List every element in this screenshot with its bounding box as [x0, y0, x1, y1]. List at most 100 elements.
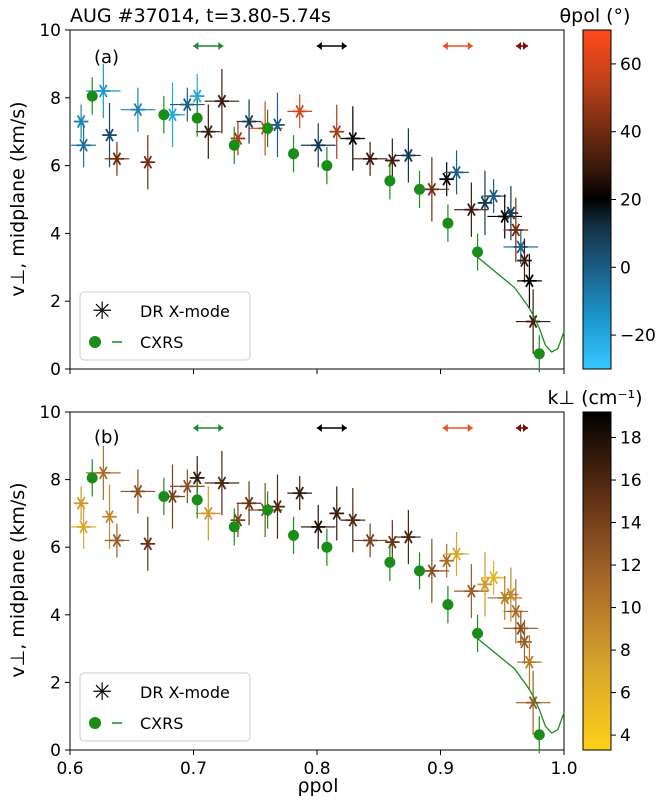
dr-xmode-point-stroke [244, 496, 254, 510]
dr-xmode-point [109, 533, 124, 547]
dr-xmode-point-stroke [516, 240, 526, 254]
dr-xmode-point [201, 125, 216, 139]
dr-xmode-point-stroke [192, 89, 202, 103]
dr-xmode-point-stroke [427, 182, 437, 196]
cxrs-point [321, 541, 333, 553]
range-arrow-head-right [467, 424, 473, 432]
dr-xmode-point [513, 240, 528, 254]
cxrs-point [191, 494, 203, 506]
dr-xmode-point [522, 274, 537, 288]
dr-xmode-point-stroke [168, 489, 177, 504]
dr-xmode-point-stroke [404, 148, 413, 162]
dr-xmode-point [363, 152, 378, 166]
dr-xmode-point [102, 510, 117, 524]
axes-a: 0 2 4 6 8 10 [39, 21, 565, 380]
y-tick-label: 6 [50, 538, 61, 558]
y-tick-label: 0 [50, 741, 61, 761]
dr-xmode-point-stroke [467, 203, 476, 217]
dr-xmode-point [449, 547, 464, 561]
dr-xmode-point-stroke [192, 471, 202, 485]
legend-marker-cxrs-b [89, 717, 101, 729]
dr-xmode-point-stroke [183, 98, 192, 112]
dr-xmode-point-stroke [204, 506, 213, 520]
dr-xmode-point [311, 138, 326, 152]
dr-xmode-point-stroke [348, 513, 358, 527]
dr-xmode-point [140, 155, 155, 169]
dr-xmode-point [96, 84, 111, 98]
dr-xmode-point-stroke [489, 571, 498, 585]
range-arrow-head-left [316, 42, 322, 50]
colorbar-tick-label: 4 [620, 726, 631, 746]
range-arrow-head-left [516, 42, 522, 50]
dr-xmode-point-stroke [506, 206, 516, 220]
cxrs-point [414, 183, 426, 195]
dr-xmode-point-stroke [133, 103, 143, 117]
dr-xmode-point-stroke [404, 530, 413, 544]
dr-xmode-point-stroke [313, 520, 323, 534]
chart-title: AUG #37014, t=3.80-5.74s [70, 5, 331, 27]
cxrs-fit-line [477, 637, 565, 734]
dr-xmode-point [130, 484, 145, 498]
dr-xmode-point-stroke [112, 152, 122, 166]
dr-xmode-point-stroke [528, 315, 538, 329]
dr-xmode-point-stroke [332, 125, 342, 139]
dr-xmode-point-stroke [427, 564, 437, 578]
dr-xmode-point-stroke [76, 115, 86, 129]
colorbar-tick-label: 16 [620, 471, 642, 491]
dr-xmode-point [439, 172, 454, 186]
dr-xmode-point-stroke [332, 506, 342, 520]
x-tick-label: 1.0 [550, 759, 577, 779]
dr-xmode-point-stroke [511, 223, 521, 237]
colorbar-tick-label: 20 [620, 191, 642, 211]
dr-xmode-point-stroke [99, 84, 108, 98]
legend-label-dr-b: DR X-mode [140, 683, 230, 702]
legend-marker-dr-b: ✳ [92, 678, 112, 706]
colorbar-tick-label: 14 [620, 514, 642, 534]
dr-xmode-point-stroke [452, 547, 461, 561]
dr-xmode-point [190, 471, 205, 485]
legend-box-b [79, 672, 251, 742]
colorbar-tick-label: 10 [620, 599, 642, 619]
dr-xmode-point-stroke [313, 138, 323, 152]
dr-xmode-point [109, 152, 124, 166]
dr-xmode-point-stroke [217, 94, 227, 108]
y-axis-label-a: v⊥, midplane (km/s) [7, 101, 29, 296]
colorbar-theta: θpol (°) −20 0 20 40 60 [560, 5, 656, 370]
dr-xmode-point [464, 584, 479, 598]
cxrs-point [158, 109, 170, 121]
dr-xmode-point [214, 94, 229, 108]
range-arrow-head-right [341, 424, 347, 432]
y-tick-label: 4 [50, 606, 61, 626]
colorbar-tick-label: 8 [620, 641, 631, 661]
dr-xmode-point-stroke [112, 533, 122, 547]
dr-xmode-point-stroke [452, 165, 461, 179]
legend-box-a [79, 291, 251, 361]
legend-marker-cxrs-a [89, 336, 101, 348]
y-tick-label: 8 [50, 89, 61, 109]
cxrs-point [262, 122, 274, 134]
colorbar-theta-bar [582, 29, 612, 370]
dr-xmode-point [477, 196, 492, 210]
dr-xmode-point [449, 165, 464, 179]
cxrs-point [384, 175, 396, 187]
y-tick-label: 8 [50, 471, 61, 491]
x-tick-label: 0.7 [180, 759, 207, 779]
x-tick-label: 0.6 [56, 759, 83, 779]
dr-xmode-point-stroke [295, 104, 304, 118]
dr-xmode-point-stroke [183, 479, 192, 493]
legend-label-cxrs-a: CXRS [140, 333, 183, 352]
colorbar-kperp: k⊥ (cm⁻¹) 4 6 8 10 12 14 16 18 [547, 387, 643, 751]
x-axis-label: ρpol [297, 775, 338, 797]
dr-xmode-point [329, 506, 344, 520]
dr-xmode-point [486, 189, 501, 203]
dr-xmode-point-stroke [348, 131, 358, 145]
colorbar-tick-label: −20 [620, 326, 656, 346]
dr-xmode-point-stroke [79, 520, 88, 534]
panel-b: (b) v⊥, midplane (km/s) ρpol 0.6 0.7 0.8 0.… [7, 387, 643, 797]
dr-xmode-point-stroke [99, 466, 108, 480]
dr-xmode-point [214, 476, 229, 490]
dr-xmode-point-stroke [480, 577, 490, 591]
cxrs-point [228, 139, 240, 151]
colorbar-tick-label: 18 [620, 429, 642, 449]
cxrs-point [191, 112, 203, 124]
